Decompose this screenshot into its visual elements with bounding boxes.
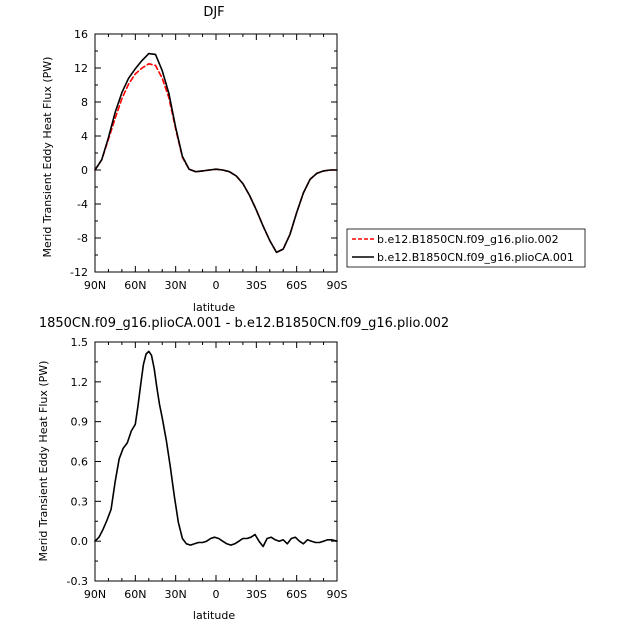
panel-top-ytick-label: 12 [74, 62, 88, 75]
panel-bottom-ylabel: Merid Transient Eddy Heat Flux (PW) [37, 361, 50, 562]
panel-bottom-ytick-label: 1.2 [71, 376, 89, 389]
panel-top-ytick-label: 4 [81, 130, 88, 143]
panel-bottom-xtick-label: 60S [286, 588, 307, 601]
panel-bottom-ytick-label: 0.9 [71, 416, 89, 429]
panel-top-xtick-label: 90N [84, 279, 106, 292]
panel-top-title: DJF [203, 5, 224, 20]
panel-bottom-series-line-0 [94, 350, 338, 548]
panel-top-ytick-label: 16 [74, 28, 88, 41]
panel-bottom-ytick-label: 0.6 [71, 456, 89, 469]
panel-bottom: 1850CN.f09_g16.plioCA.001 - b.e12.B1850C… [37, 316, 449, 622]
panel-top-ytick-label: -12 [70, 266, 88, 279]
panel-top-ylabel: Merid Transient Eddy Heat Flux (PW) [41, 57, 54, 258]
panel-top-xtick-label: 60N [124, 279, 146, 292]
panel-bottom-ytick-label: 0.0 [71, 535, 89, 548]
panel-top-series-line-0 [94, 62, 338, 254]
legend-box [346, 228, 586, 268]
panel-bottom-xtick-label: 90N [84, 588, 106, 601]
panel-top-plot-frame [94, 33, 338, 273]
panel-bottom-xtick-label: 30S [246, 588, 267, 601]
panel-top: DJF latitude Merid Transient Eddy Heat F… [41, 5, 348, 314]
panel-top-xtick-label: 60S [286, 279, 307, 292]
panel-bottom-ytick-label: 0.3 [71, 495, 89, 508]
panel-top-xlabel: latitude [193, 301, 235, 314]
panel-bottom-ytick-label: -0.3 [67, 575, 88, 588]
panel-bottom-xlabel: latitude [193, 609, 235, 622]
legend: b.e12.B1850CN.f09_g16.plio.002 b.e12.B18… [346, 228, 586, 268]
panel-top-xtick-label: 0 [213, 279, 220, 292]
panel-top-xtick-label: 30S [246, 279, 267, 292]
panel-bottom-plot-frame [94, 341, 338, 582]
panel-bottom-xtick-label: 60N [124, 588, 146, 601]
panel-bottom-xtick-label: 90S [327, 588, 348, 601]
panel-bottom-xtick-label: 0 [213, 588, 220, 601]
panel-top-xtick-label: 30N [165, 279, 187, 292]
legend-label-series-1: b.e12.B1850CN.f09_g16.plioCA.001 [377, 251, 574, 264]
panel-bottom-ytick-label: 1.5 [71, 336, 89, 349]
panel-top-ytick-label: -8 [77, 232, 88, 245]
panel-top-ytick-label: 0 [81, 164, 88, 177]
panel-bottom-xtick-label: 30N [165, 588, 187, 601]
panel-bottom-title: 1850CN.f09_g16.plioCA.001 - b.e12.B1850C… [39, 316, 449, 331]
panel-top-xtick-label: 90S [327, 279, 348, 292]
panel-top-series-line-1 [94, 52, 338, 254]
legend-label-series-0: b.e12.B1850CN.f09_g16.plio.002 [377, 233, 559, 246]
panel-top-ytick-label: -4 [77, 198, 88, 211]
panel-top-ytick-label: 8 [81, 96, 88, 109]
